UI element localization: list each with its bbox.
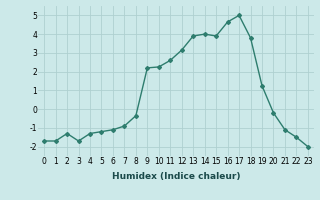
- X-axis label: Humidex (Indice chaleur): Humidex (Indice chaleur): [112, 172, 240, 181]
